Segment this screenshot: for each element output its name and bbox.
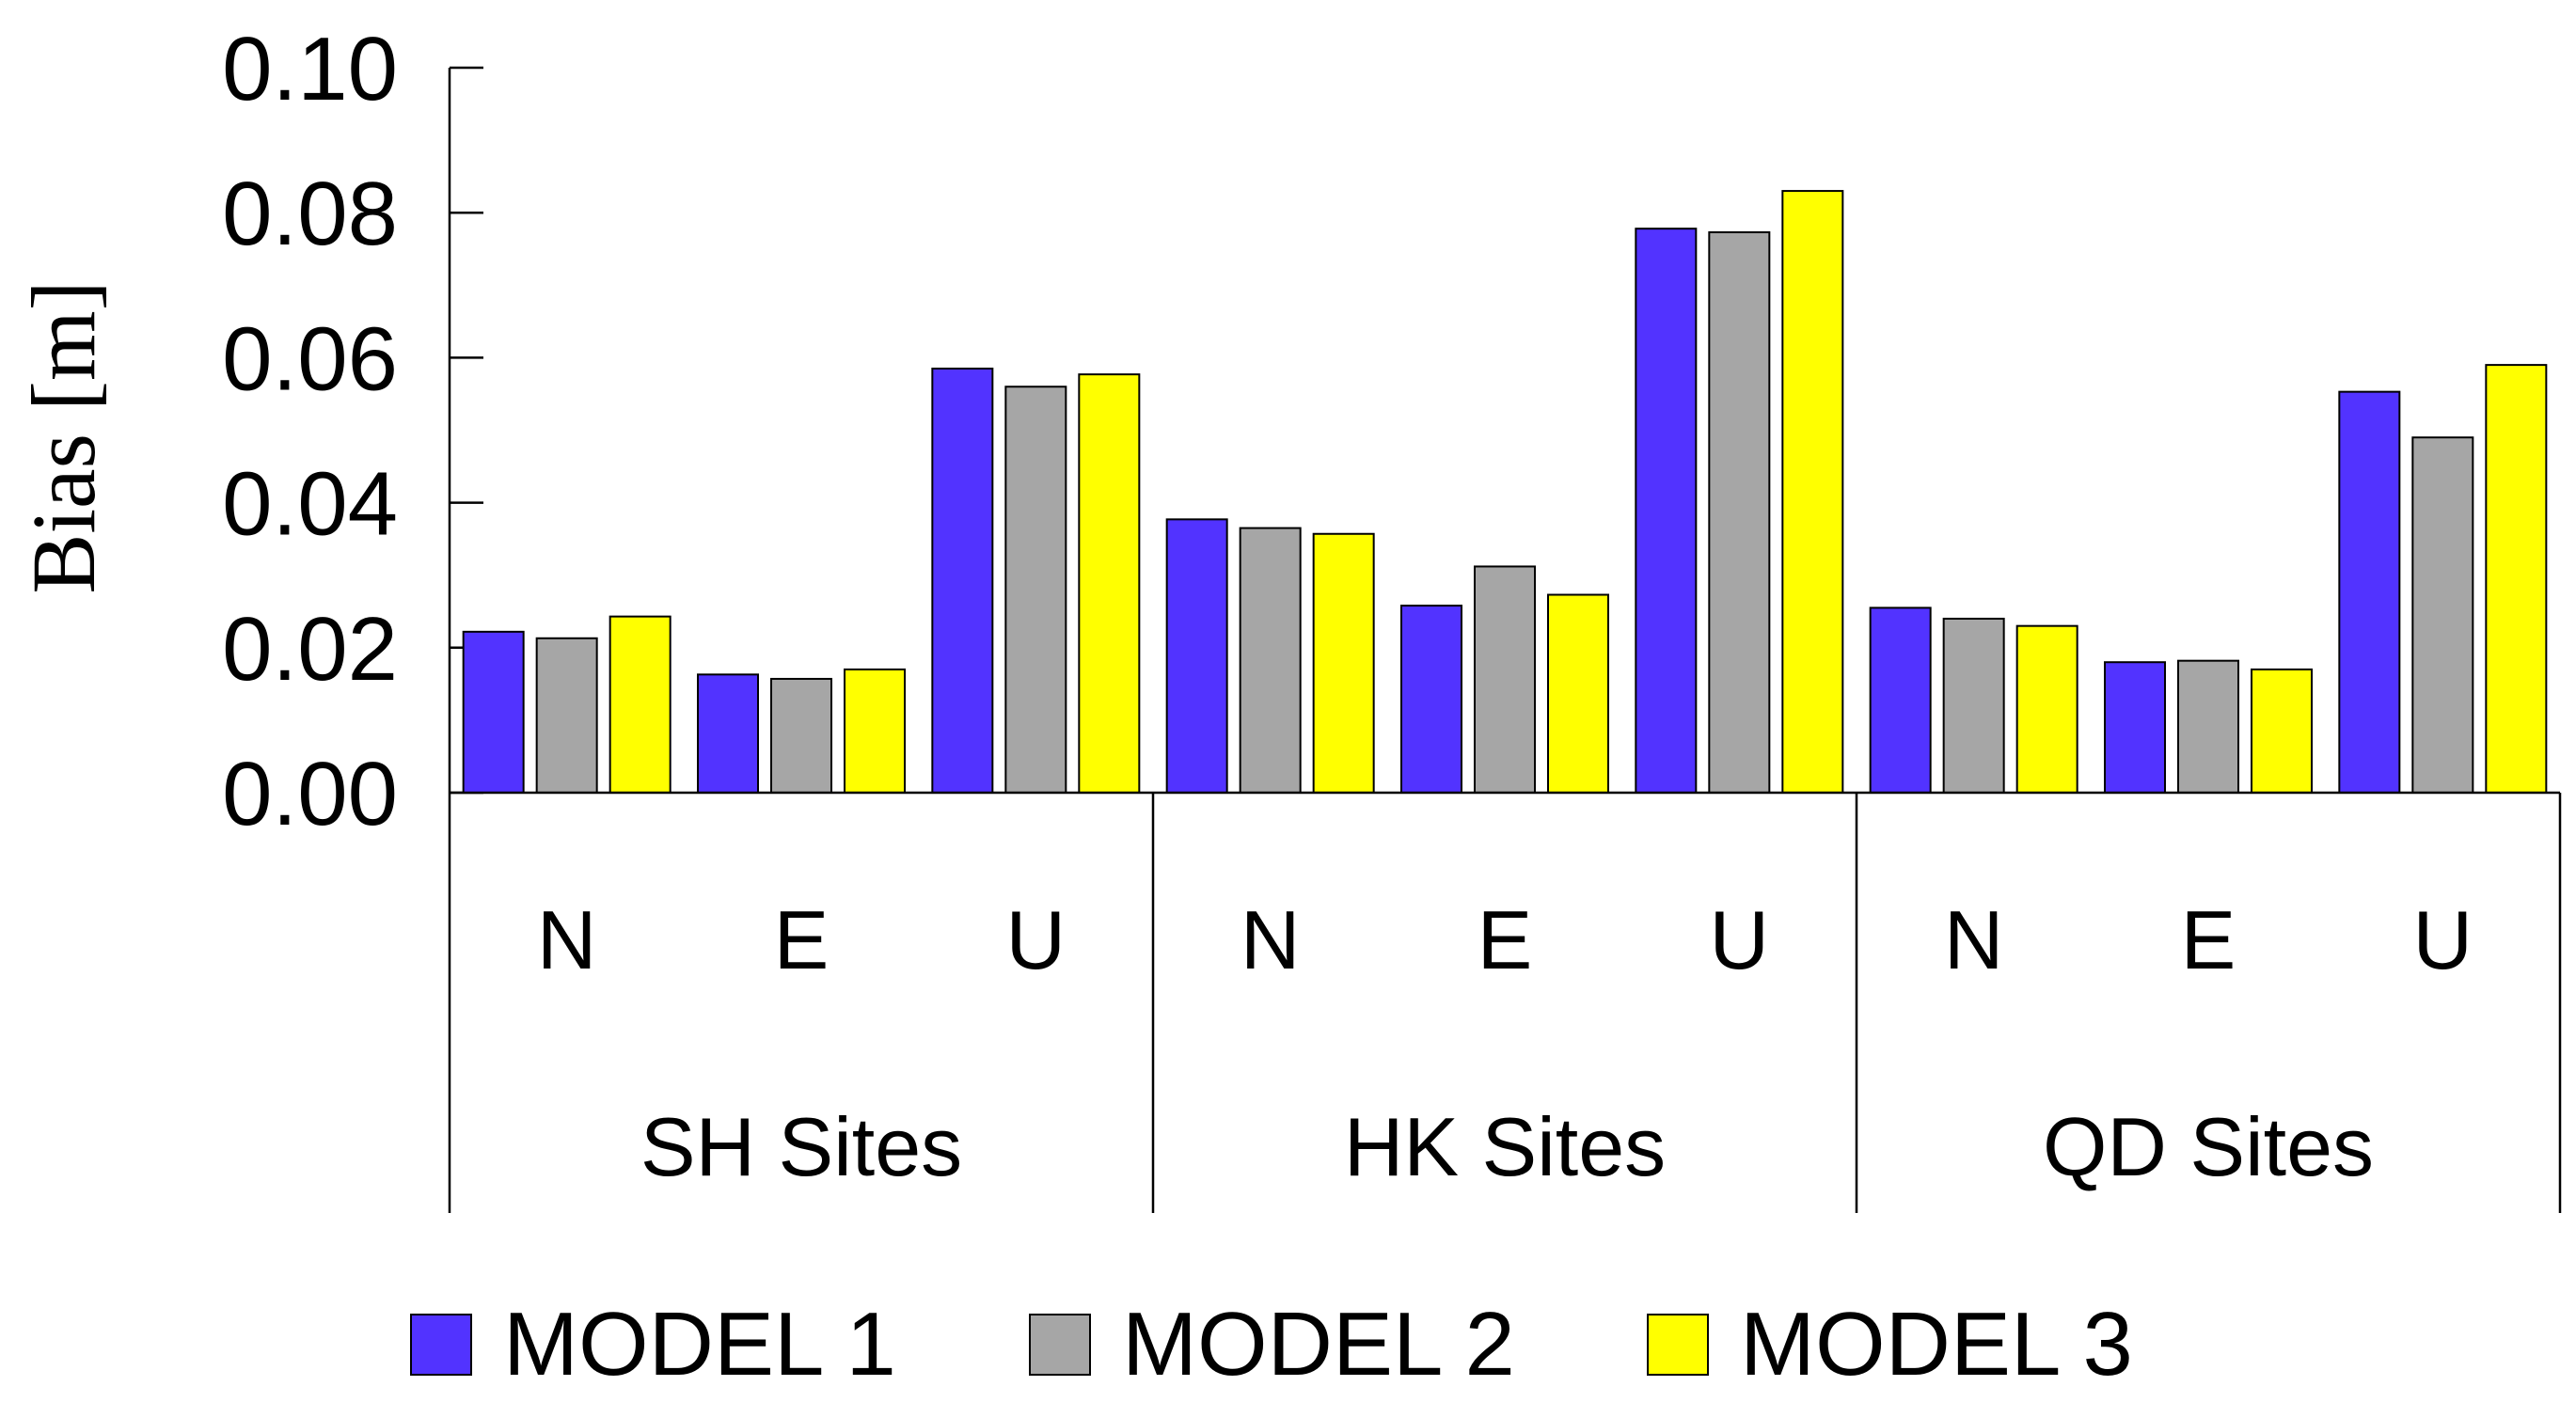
- legend-swatch: [410, 1314, 472, 1376]
- x-category-label: U: [1710, 893, 1770, 986]
- bar-model-1: [1165, 518, 1228, 794]
- bars: [462, 190, 2548, 795]
- y-tick-label: 0.06: [222, 308, 398, 409]
- bar-model-1: [931, 367, 994, 794]
- y-axis-label: Bias [m]: [13, 280, 114, 593]
- legend-swatch: [1647, 1314, 1709, 1376]
- bar-model-3: [1547, 593, 1609, 795]
- bar-model-3: [2251, 668, 2313, 794]
- bar-model-3: [1078, 373, 1141, 794]
- bar-model-2: [2411, 436, 2474, 794]
- y-tick-label: 0.04: [222, 454, 398, 555]
- x-group-label: QD Sites: [2043, 1100, 2374, 1193]
- x-group-label: HK Sites: [1344, 1100, 1666, 1193]
- x-category-label: E: [2181, 893, 2236, 986]
- legend-label: MODEL 2: [1122, 1294, 1515, 1394]
- y-tick-label: 0.00: [222, 744, 398, 844]
- bar-model-3: [2485, 364, 2548, 794]
- x-category-label: N: [1241, 893, 1301, 986]
- x-category-label: E: [774, 893, 830, 986]
- bar-model-3: [1312, 532, 1375, 794]
- bar-model-2: [770, 677, 832, 794]
- y-tick-label: 0.08: [222, 164, 398, 264]
- x-category-label: U: [2413, 893, 2473, 986]
- bar-model-2: [1004, 386, 1067, 794]
- bar-model-3: [844, 668, 906, 794]
- bar-model-1: [2104, 661, 2166, 794]
- bar-model-3: [608, 615, 672, 794]
- x-category-label: N: [1944, 893, 2004, 986]
- legend-label: MODEL 3: [1740, 1294, 2133, 1394]
- bar-model-1: [1400, 605, 1462, 794]
- x-category-label: E: [1478, 893, 1533, 986]
- bar-model-1: [697, 673, 759, 795]
- legend: MODEL 1 MODEL 2 MODEL 3: [410, 1294, 2133, 1394]
- x-group-label: SH Sites: [640, 1100, 962, 1193]
- y-tick-label: 0.02: [222, 599, 398, 700]
- bar-model-2: [2177, 659, 2239, 794]
- bar-model-1: [2338, 390, 2401, 794]
- bar-model-2: [1708, 231, 1771, 794]
- bar-model-1: [1635, 228, 1698, 795]
- legend-swatch: [1029, 1314, 1091, 1376]
- bar-model-2: [535, 637, 598, 794]
- bar-model-2: [1474, 565, 1536, 794]
- bar-model-2: [1942, 617, 2005, 795]
- bar-model-3: [1781, 190, 1844, 794]
- bar-model-1: [462, 630, 525, 795]
- bar-model-2: [1239, 527, 1302, 795]
- legend-label: MODEL 1: [503, 1294, 896, 1394]
- bar-model-3: [2015, 624, 2078, 794]
- y-axis-ticks: 0.00 0.02 0.04 0.06 0.08 0.10: [222, 19, 483, 844]
- y-tick-label: 0.10: [222, 19, 398, 119]
- x-axis: N E U SH Sites N E U HK Sites N E U QD Sites: [448, 791, 2562, 1213]
- bar-model-1: [1869, 606, 1932, 795]
- x-category-label: U: [1006, 893, 1067, 986]
- x-category-label: N: [537, 893, 597, 986]
